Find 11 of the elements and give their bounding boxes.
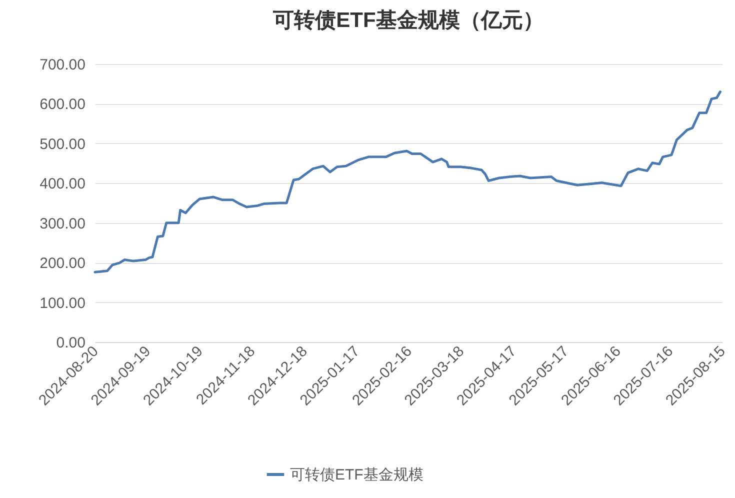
legend-label: 可转债ETF基金规模 [290, 466, 424, 484]
line-series [94, 90, 722, 274]
y-tick-label: 0.00 [56, 334, 86, 352]
y-tick-label: 500.00 [40, 136, 86, 153]
y-tick-label: 600.00 [40, 96, 86, 114]
y-tick-label: 300.00 [40, 215, 86, 232]
y-tick-label: 700.00 [40, 56, 86, 74]
y-tick-label: 100.00 [40, 294, 86, 312]
y-tick-label: 200.00 [40, 255, 86, 272]
chart-title: 可转债ETF基金规模（亿元） [272, 9, 544, 32]
y-tick-label: 400.00 [40, 176, 86, 193]
